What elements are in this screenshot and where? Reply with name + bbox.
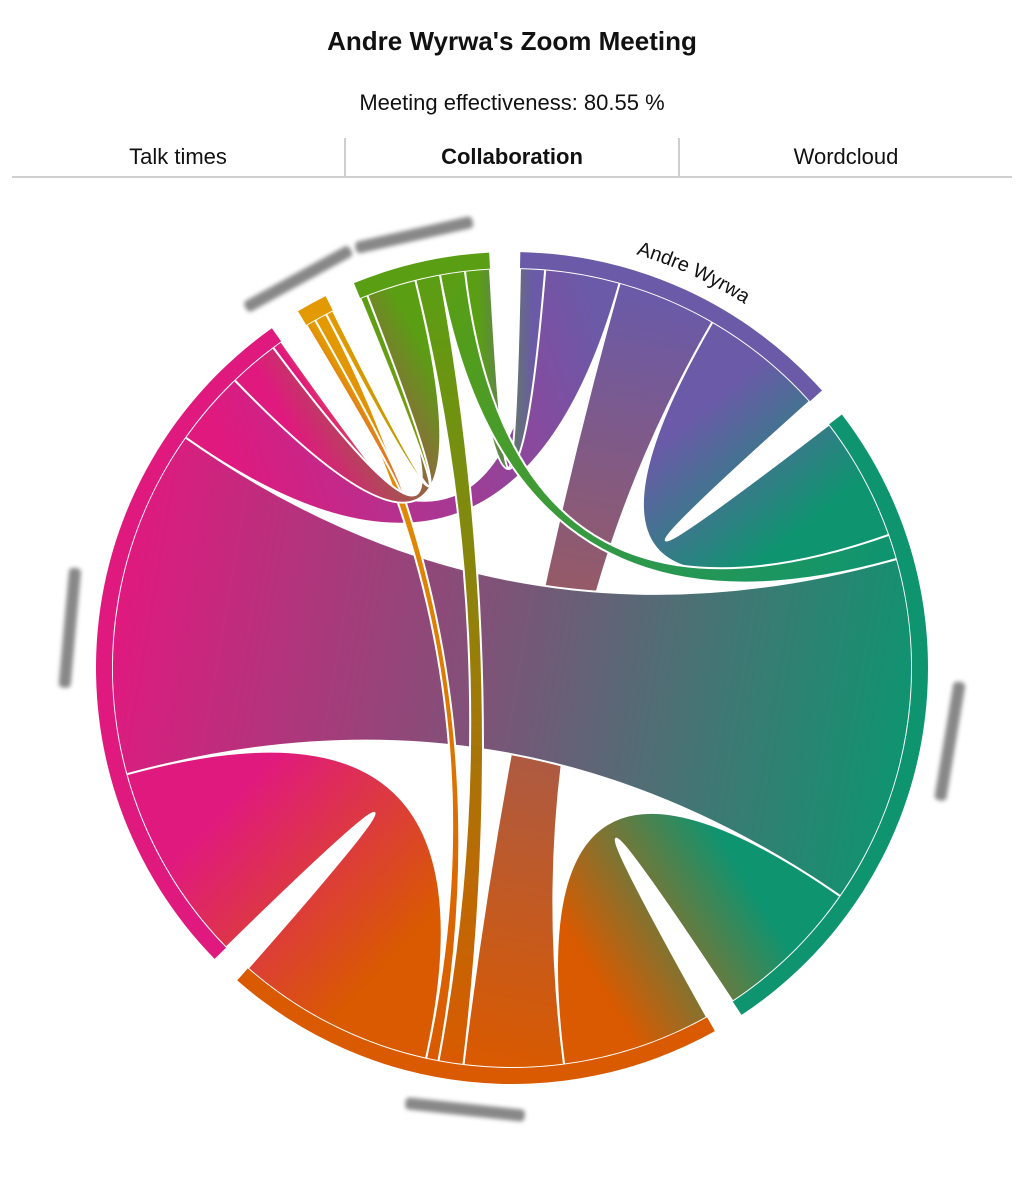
page-title: Andre Wyrwa's Zoom Meeting — [327, 26, 697, 56]
redacted-participant-label — [244, 246, 353, 312]
collaboration-chord-diagram: Andre Wyrwa — [58, 216, 966, 1122]
redacted-participant-label — [405, 1097, 525, 1122]
meeting-effectiveness: Meeting effectiveness: 80.55 % — [359, 90, 665, 115]
redacted-participant-label — [355, 216, 474, 254]
tab-divider — [678, 138, 680, 176]
tab-talk-times[interactable]: Talk times — [129, 144, 227, 169]
chord-groups — [96, 252, 928, 1085]
chord-group-arc[interactable] — [354, 252, 491, 298]
chord-group-arc[interactable] — [520, 252, 822, 402]
chord-group-arc[interactable] — [96, 328, 282, 959]
tab-wordcloud[interactable]: Wordcloud — [793, 144, 899, 169]
chord-group-arc[interactable] — [237, 968, 715, 1085]
chord-group-arc[interactable] — [298, 296, 333, 325]
redacted-participant-label — [58, 567, 81, 688]
tab-bar: Talk times Collaboration Wordcloud — [12, 136, 1012, 178]
tab-collaboration[interactable]: Collaboration — [441, 144, 583, 169]
tab-divider — [344, 138, 346, 176]
redacted-participant-label — [934, 681, 966, 801]
chord-ribbons — [111, 267, 913, 1069]
